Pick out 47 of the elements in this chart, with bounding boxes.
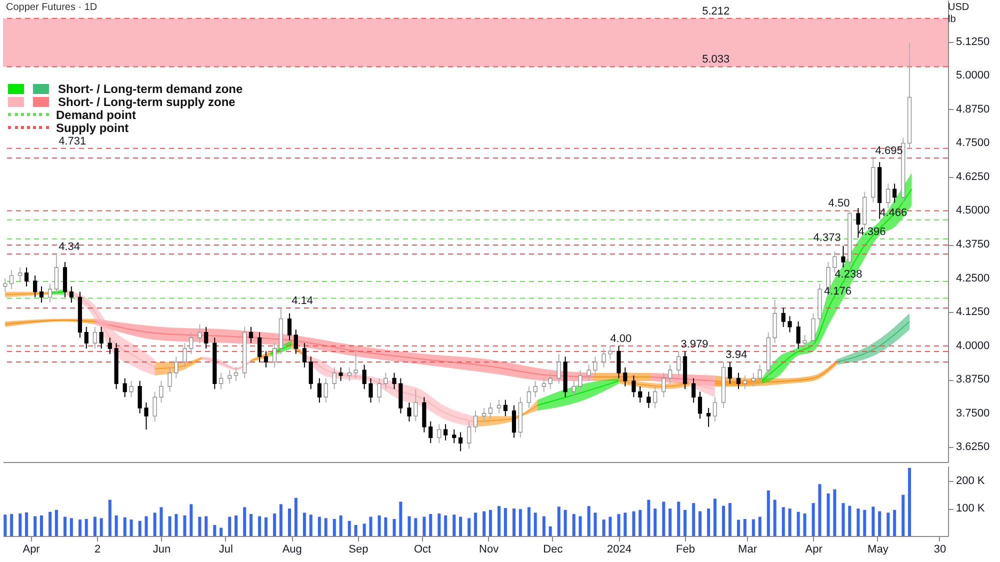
x-tick-label: Jun	[152, 544, 171, 556]
annotation: 5.212	[702, 5, 730, 18]
y-tick-label: 4.3750	[956, 238, 990, 251]
x-tick-label: Sep	[348, 544, 368, 556]
annotation: 4.50	[828, 198, 850, 210]
chart-title: Copper Futures · 1D	[6, 2, 98, 13]
annotation: Supply point	[56, 120, 129, 134]
x-tick-label: 2024	[607, 544, 632, 556]
x-tick-label: Jul	[218, 544, 233, 556]
x-tick-label: Oct	[414, 544, 432, 556]
y-tick-label: 3.8750	[956, 374, 990, 386]
annotation: Short- / Long-term demand zone	[58, 82, 243, 96]
x-tick-label: May	[868, 544, 889, 556]
y-tick-label: 4.8750	[956, 103, 990, 116]
x-tick-label: Feb	[676, 544, 696, 556]
annotation: 4.695	[875, 145, 903, 158]
annotation: 3.979	[680, 338, 708, 350]
annotation: 3.94	[726, 349, 748, 362]
y-axis-title: USD lb	[948, 2, 970, 26]
y-tick-label: 5.0000	[956, 70, 990, 82]
y-tick-label: 200 K	[956, 475, 986, 488]
annotation: Short- / Long-term supply zone	[58, 94, 236, 108]
annotation: 5.033	[702, 54, 730, 66]
y-tick-label: 4.1250	[956, 306, 990, 318]
y-tick-label: 100 K	[956, 502, 986, 515]
y-tick-label: 4.6250	[956, 170, 990, 183]
x-tick-label: Dec	[543, 544, 564, 556]
x-tick-label: 30	[934, 544, 946, 556]
y-tick-label: 4.0000	[956, 340, 990, 352]
y-tick-label: 4.2500	[956, 272, 990, 284]
x-tick-label: Apr	[805, 544, 823, 556]
annotation: Demand point	[56, 108, 136, 122]
y-tick-label: 4.5000	[956, 204, 990, 217]
x-tick-label: Aug	[282, 544, 302, 556]
y-tick-label: 5.1250	[956, 36, 990, 48]
y-tick-label: 3.6250	[956, 441, 990, 454]
x-tick-label: Apr	[22, 544, 40, 556]
x-tick-label: 2	[94, 544, 101, 556]
annotation: 4.34	[58, 240, 80, 253]
annotation: 4.373	[813, 232, 841, 244]
y-tick-label: 3.7500	[956, 407, 990, 420]
annotation: 4.14	[292, 295, 314, 307]
y-tick-label: 4.7500	[956, 137, 990, 150]
x-tick-label: Mar	[738, 544, 758, 556]
annotation: 4.00	[610, 332, 632, 345]
annotation: 4.731	[58, 135, 86, 148]
x-tick-label: Nov	[479, 544, 500, 556]
